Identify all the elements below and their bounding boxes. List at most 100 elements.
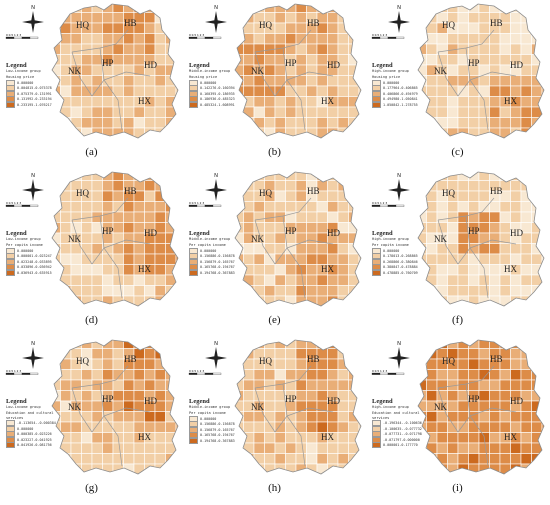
legend-group-name: Middle-income group [189,69,231,73]
grid-cell [60,379,72,391]
grid-cell [112,348,124,360]
grid-cell [102,12,114,24]
grid-cell [418,453,427,465]
grid-cell [123,33,135,45]
grid-cell [235,127,244,138]
grid-cell [112,379,124,391]
grid-cell [285,348,297,360]
grid-cell [358,432,361,444]
grid-cell [447,442,459,454]
grid-cell [499,201,511,213]
grid-cell [235,274,244,286]
grid-cell [123,274,135,286]
grid-cell [541,96,544,108]
grid-cell [510,180,522,192]
grid-cell [358,75,361,87]
grid-cell [436,274,448,286]
grid-cell [264,232,276,244]
grid-cell [285,285,297,297]
scale-text: 0 0.5 1 2 3 [189,201,204,205]
grid-cell [489,379,501,391]
grid-cell [144,22,156,34]
legend-group-name: High-income group [372,405,409,409]
grid-cell [499,222,511,234]
grid-cell [175,106,178,118]
grid-cell [52,106,61,118]
grid-cell [489,264,501,276]
grid-cell [306,285,318,297]
grid-cell [478,22,490,34]
grid-cell [541,369,544,381]
grid-cell [144,348,156,360]
grid-cell [154,432,166,444]
grid-cell [295,222,307,234]
legend-swatch [372,269,381,276]
grid-cell [295,369,307,381]
grid-cell [436,222,448,234]
grid-cell [264,117,276,129]
grid-cell [489,442,501,454]
grid-cell [295,390,307,402]
grid-cell [489,463,501,474]
legend-class-range: -0.071797-0.000000 [383,437,420,442]
grid-cell [418,340,427,349]
grid-cell [489,243,501,255]
grid-cell [81,390,93,402]
grid-cell [154,96,166,108]
grid-cell [81,117,93,129]
grid-cell [468,117,480,129]
scale-bar: 0 0.5 1 2 3 [5,33,39,39]
grid-cell [112,340,124,349]
grid-cell [60,453,72,465]
grid-cell [348,421,360,433]
grid-cell [264,264,276,276]
district-label-hq: HQ [259,356,272,366]
grid-cell [243,4,255,13]
grid-cell [337,172,349,181]
grid-cell [112,22,124,34]
grid-cell [510,127,522,138]
grid-cell [478,243,490,255]
legend-swatch [6,90,15,97]
grid-cell [175,180,178,192]
grid-cell [478,369,490,381]
grid-cell [175,411,178,423]
city-boundary [234,171,362,307]
grid-cell [478,106,490,118]
grid-cell [154,243,166,255]
grid-cell [60,12,72,24]
grid-cell [235,4,244,13]
grid-cell [468,369,480,381]
grid-cell [478,340,490,349]
grid-cell [144,369,156,381]
grid-cell [531,390,543,402]
grid-cell [499,54,511,66]
legend-variable: Per capita income [189,411,226,416]
grid-cell [112,243,124,255]
grid-cell [253,442,265,454]
district-label-hx: HX [321,264,334,274]
legend-group-name: Middle-income group [189,237,231,241]
grid-cell [337,264,349,276]
grid-cell [123,106,135,118]
legend-class-range: 0.156886-0.156878 [200,254,235,259]
grid-cell [358,96,361,108]
grid-cell [327,12,339,24]
grid-cell [541,54,544,66]
grid-cell [418,358,427,370]
legend-swatch [6,425,15,432]
legend-swatch [372,101,381,108]
legend-entry: 0.194768-0.367883 [189,269,251,276]
grid-cell [102,85,114,97]
grid-cell [306,232,318,244]
north-arrow-icon [22,11,44,33]
grid-cell [102,253,114,265]
grid-cell [306,172,318,181]
grid-cell [316,85,328,97]
legend-entry: 0.023227-0.041925 [6,436,68,443]
grid-cell [144,33,156,45]
grid-cell [112,211,124,223]
legend-class-range: 0.156886-0.156878 [200,422,235,427]
grid-cell [295,117,307,129]
grid-cell [154,369,166,381]
